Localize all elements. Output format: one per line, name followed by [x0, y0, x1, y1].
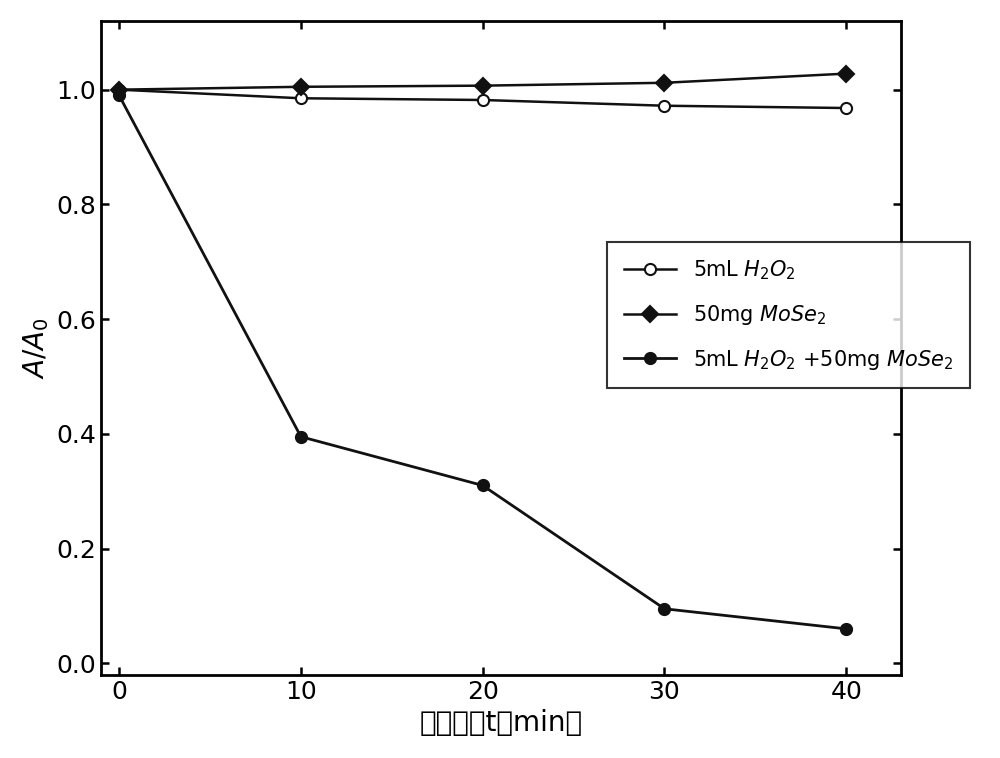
Line: 50mg $MoSe_2$: 50mg $MoSe_2$: [114, 68, 852, 96]
X-axis label: 光照时间t（min）: 光照时间t（min）: [419, 709, 582, 738]
Y-axis label: $A/A_0$: $A/A_0$: [21, 317, 51, 379]
5mL $H_2O_2$: [295, 94, 307, 103]
5mL $H_2O_2$: [840, 104, 852, 113]
50mg $MoSe_2$: [295, 83, 307, 92]
5mL $H_2O_2$ +50mg $MoSe_2$: [658, 604, 670, 613]
5mL $H_2O_2$ +50mg $MoSe_2$: [295, 432, 307, 441]
Line: 5mL $H_2O_2$ +50mg $MoSe_2$: 5mL $H_2O_2$ +50mg $MoSe_2$: [114, 90, 852, 634]
5mL $H_2O_2$ +50mg $MoSe_2$: [477, 481, 489, 490]
5mL $H_2O_2$ +50mg $MoSe_2$: [840, 625, 852, 634]
5mL $H_2O_2$: [113, 85, 125, 94]
Line: 5mL $H_2O_2$: 5mL $H_2O_2$: [114, 84, 852, 114]
Legend: 5mL $H_2O_2$, 50mg $MoSe_2$, 5mL $H_2O_2$ +50mg $MoSe_2$: 5mL $H_2O_2$, 50mg $MoSe_2$, 5mL $H_2O_2…: [607, 242, 970, 388]
50mg $MoSe_2$: [840, 69, 852, 78]
50mg $MoSe_2$: [658, 78, 670, 87]
5mL $H_2O_2$: [658, 101, 670, 110]
50mg $MoSe_2$: [477, 81, 489, 90]
50mg $MoSe_2$: [113, 85, 125, 94]
5mL $H_2O_2$ +50mg $MoSe_2$: [113, 91, 125, 100]
5mL $H_2O_2$: [477, 96, 489, 105]
